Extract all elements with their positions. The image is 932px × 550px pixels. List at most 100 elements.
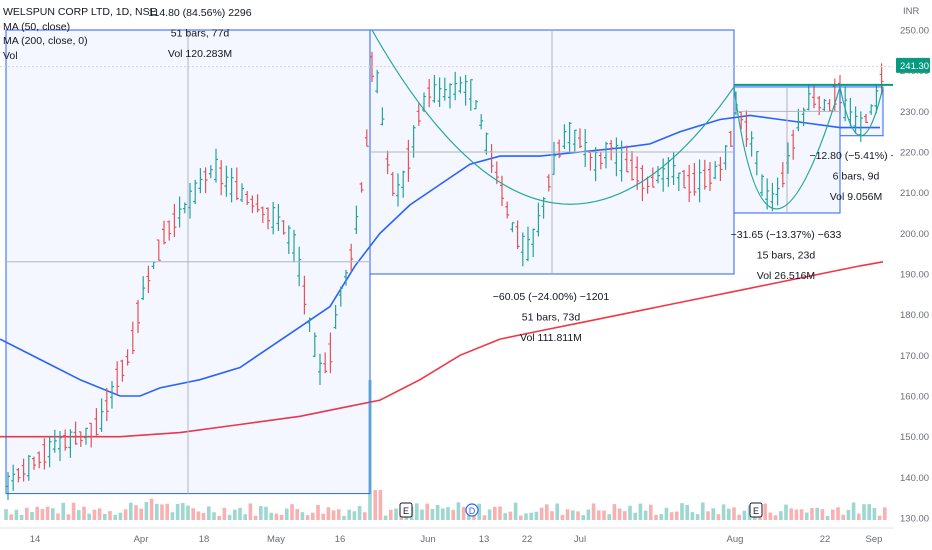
- volume-bar: [810, 508, 814, 520]
- volume-bar: [4, 509, 8, 520]
- volume-bar: [316, 504, 320, 520]
- volume-bar: [794, 509, 799, 520]
- volume-bar: [196, 511, 201, 520]
- volume-bar: [165, 503, 169, 520]
- measure-label: Vol 120.283M: [168, 48, 232, 60]
- volume-bar: [103, 513, 107, 520]
- volume-bar: [389, 509, 393, 520]
- volume-bar: [181, 503, 185, 520]
- volume-bar: [799, 509, 804, 520]
- time-tick-label: 14: [30, 534, 41, 545]
- volume-bar: [290, 504, 294, 520]
- volume-bar: [149, 498, 154, 520]
- time-tick-label: 22: [522, 534, 533, 545]
- volume-bar: [160, 504, 164, 520]
- volume-bar: [331, 510, 336, 520]
- volume-bar: [617, 508, 622, 520]
- price-tick-label: 160.00: [900, 392, 929, 403]
- volume-bar: [846, 509, 851, 520]
- volume-bar: [737, 514, 741, 520]
- legend-symbol[interactable]: WELSPUN CORP LTD, 1D, NSE: [3, 6, 157, 18]
- volume-bar: [539, 507, 544, 520]
- volume-bar: [571, 510, 575, 520]
- moving-averages: [0, 114, 884, 438]
- dividend-marker-icon: [465, 503, 479, 517]
- cup-arc-1: [371, 29, 735, 205]
- volume-bar: [123, 509, 128, 520]
- ma200-line: [0, 261, 884, 438]
- price-tick-label: 130.00: [900, 514, 929, 525]
- volume-bar: [685, 504, 689, 520]
- volume-bar: [815, 507, 819, 520]
- volume-bar: [248, 503, 253, 520]
- measure-label: −31.65 (−13.37%) −633: [731, 229, 842, 241]
- volume-bar: [108, 511, 112, 520]
- volume-bar: [784, 504, 788, 520]
- volume-bar: [825, 515, 830, 520]
- volume-bar: [565, 509, 570, 520]
- legend-volume[interactable]: Vol: [3, 49, 18, 62]
- volume-bar: [441, 508, 445, 520]
- volume-bar: [373, 490, 377, 520]
- volume-bar: [139, 508, 143, 520]
- volume-bar: [555, 503, 559, 520]
- volume-bar: [545, 504, 549, 520]
- price-axis: INR250.00240.00230.00220.00210.00200.001…: [893, 0, 932, 550]
- volume-bar: [233, 509, 237, 520]
- volume-bar: [602, 510, 606, 520]
- volume-bar: [789, 508, 793, 520]
- volume-bar: [560, 514, 565, 520]
- chart-legend: WELSPUN CORP LTD, 1D, NSE MA (50, close)…: [3, 5, 157, 63]
- volume-bar: [170, 512, 175, 520]
- legend-ma50[interactable]: MA (50, close): [3, 20, 71, 33]
- volume-bar: [243, 514, 247, 520]
- volume-bar: [597, 510, 601, 520]
- volume-bar: [451, 509, 455, 520]
- volume-bar: [493, 506, 497, 520]
- volume-bar: [519, 515, 523, 520]
- volume-bar: [279, 514, 284, 520]
- volume-bar: [56, 513, 60, 520]
- volume-bar: [706, 511, 710, 520]
- volume-bar: [498, 506, 502, 520]
- time-axis: 14 Apr 18 May 16 Jun 13 22 Jul Aug 22 Sep: [0, 527, 893, 545]
- price-tick-label: 170.00: [900, 351, 929, 362]
- drawings: 114.80 (84.56%) 2296 51 bars, 77d Vol 120.…: [0, 7, 903, 518]
- volume-bar: [664, 507, 669, 520]
- price-tick-label: 210.00: [900, 188, 929, 199]
- earnings-marker-icon: [399, 502, 413, 518]
- volume-bar: [285, 508, 289, 520]
- volume-bar: [269, 512, 273, 520]
- legend-ma200[interactable]: MA (200, close, 0): [3, 35, 88, 47]
- price-tick-label: 180.00: [900, 310, 929, 321]
- price-axis-bg: [893, 0, 932, 550]
- volume-bar: [144, 502, 149, 520]
- volume-bar: [742, 510, 747, 520]
- volume-bar: [867, 504, 871, 520]
- volume-bar: [524, 513, 528, 520]
- volume-bar: [508, 511, 513, 520]
- volume-bar: [82, 506, 86, 520]
- volume-bar: [581, 515, 585, 520]
- cup-arc-3: [839, 86, 884, 137]
- measure-label: Vol 26.516M: [757, 270, 815, 282]
- volume-bar: [680, 503, 684, 520]
- volume-bar: [675, 511, 679, 520]
- volume-bar: [97, 508, 102, 520]
- volume-bar: [61, 502, 65, 520]
- volume-bars: [4, 380, 887, 520]
- volume-bar: [659, 514, 663, 520]
- volume-bar: [638, 503, 643, 520]
- volume-bar: [435, 504, 440, 520]
- volume-bar: [9, 514, 13, 520]
- volume-bar: [326, 507, 331, 520]
- volume-bar: [805, 512, 809, 520]
- measure-label: Vol 111.811M: [520, 332, 582, 344]
- volume-bar: [378, 490, 383, 520]
- volume-bar: [862, 504, 866, 520]
- volume-bar: [831, 509, 835, 520]
- volume-bar: [155, 503, 159, 520]
- volume-bar: [836, 507, 840, 520]
- volume-bar: [550, 511, 554, 520]
